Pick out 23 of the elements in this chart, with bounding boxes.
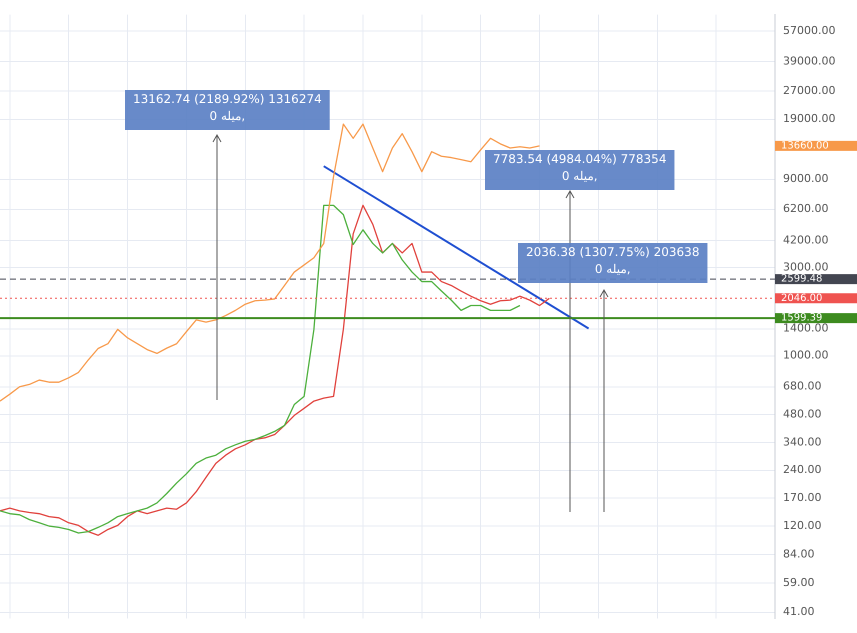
y-tick-label: 57000.00 xyxy=(783,24,836,37)
y-tick-label: 6200.00 xyxy=(783,202,828,216)
y-tick-label: 27000.00 xyxy=(783,84,836,97)
y-tick-label: 480.00 xyxy=(783,408,822,421)
ref-line-label: 2599.48 xyxy=(781,274,822,285)
ref-line-label: 1599.39 xyxy=(781,312,822,324)
y-tick-label: 59.00 xyxy=(783,576,814,589)
text: 13660.00 xyxy=(781,140,829,152)
ref-line-label: 2046.00 xyxy=(781,292,822,304)
y-tick-label: 3000.00 xyxy=(783,260,828,274)
y-tick-label: 1000.00 xyxy=(783,348,828,362)
y-tick-label: 19000.00 xyxy=(783,112,836,126)
y-tick-label: 170.00 xyxy=(783,490,822,504)
y-tick-label: 39000.00 xyxy=(783,54,836,68)
y-tick-label: 340.00 xyxy=(783,435,822,448)
y-tick-label: 9000.00 xyxy=(783,172,828,186)
y-tick-label: 84.00 xyxy=(783,548,814,561)
y-tick-label: 120.00 xyxy=(783,518,822,532)
y-tick-label: 680.00 xyxy=(783,380,822,393)
y-tick-label: 41.00 xyxy=(783,605,814,618)
y-tick-label: 240.00 xyxy=(783,463,822,476)
y-tick-label: 1400.00 xyxy=(783,322,828,335)
y-tick-label: 4200.00 xyxy=(783,233,828,246)
